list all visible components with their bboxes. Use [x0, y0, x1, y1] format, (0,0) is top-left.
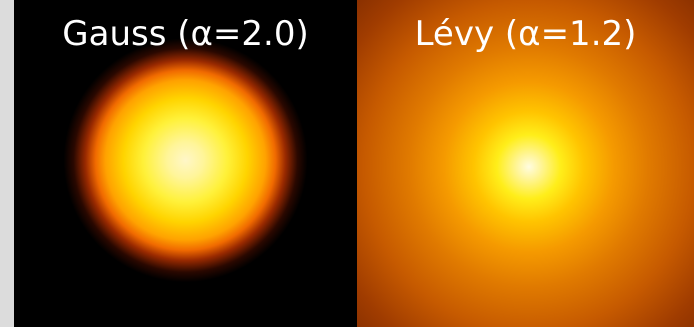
- gauss-panel: Gauss (α=2.0): [14, 0, 357, 327]
- gauss-panel-title: Gauss (α=2.0): [62, 14, 309, 54]
- gauss-distribution-image: [14, 0, 357, 327]
- levy-panel: Lévy (α=1.2): [357, 0, 694, 327]
- levy-distribution-image: [357, 0, 694, 327]
- levy-panel-title: Lévy (α=1.2): [414, 14, 637, 54]
